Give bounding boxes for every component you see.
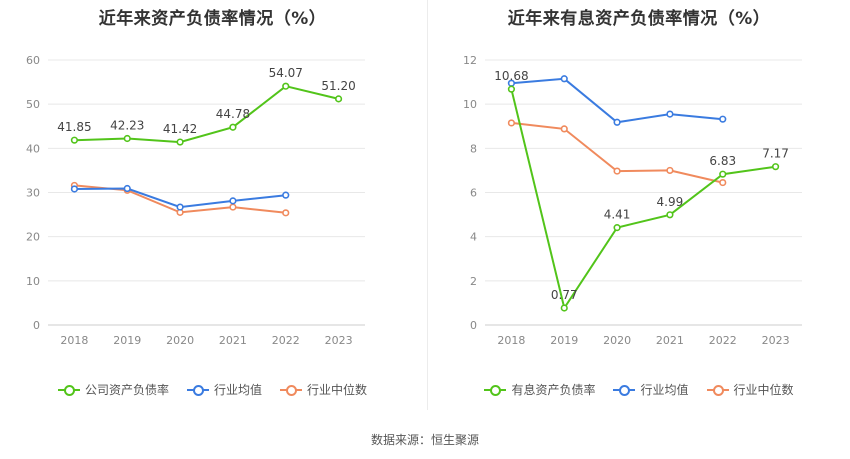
legend-item[interactable]: 行业均值 xyxy=(186,381,262,398)
data-point xyxy=(176,203,184,211)
y-tick-label: 20 xyxy=(26,231,40,244)
data-point xyxy=(229,123,237,131)
y-tick-label: 60 xyxy=(26,54,40,67)
data-point xyxy=(282,209,290,217)
y-tick-label: 10 xyxy=(463,98,477,111)
y-tick-label: 0 xyxy=(33,319,40,332)
data-point xyxy=(282,82,290,90)
data-label: 42.23 xyxy=(110,118,144,132)
chart-legend: 公司资产负债率 行业均值 行业中位数 xyxy=(0,381,425,398)
data-label: 4.99 xyxy=(657,195,684,209)
legend-label: 行业中位数 xyxy=(733,383,794,397)
legend-swatch xyxy=(280,384,302,396)
data-point xyxy=(334,95,343,103)
data-label: 6.83 xyxy=(709,154,736,168)
chart-legend: 有息资产负债率 行业均值 行业中位数 xyxy=(428,381,850,398)
y-tick-label: 10 xyxy=(26,275,40,288)
x-tick-label: 2023 xyxy=(325,334,353,347)
data-label: 4.41 xyxy=(604,208,631,222)
data-label: 41.42 xyxy=(163,122,197,136)
y-tick-label: 12 xyxy=(463,54,477,67)
data-point xyxy=(176,138,184,146)
x-tick-label: 2018 xyxy=(497,334,525,347)
x-tick-label: 2020 xyxy=(166,334,194,347)
legend-item[interactable]: 有息资产负债率 xyxy=(484,381,595,398)
data-point xyxy=(507,119,516,127)
legend-item[interactable]: 行业中位数 xyxy=(706,381,794,398)
data-point xyxy=(70,136,79,144)
data-point xyxy=(229,203,237,211)
data-point xyxy=(666,166,674,175)
legend-label: 行业均值 xyxy=(640,383,689,397)
data-point xyxy=(613,118,621,126)
data-label: 10.68 xyxy=(494,69,528,83)
panel-divider xyxy=(427,0,428,410)
series-line xyxy=(510,88,776,311)
y-tick-label: 4 xyxy=(470,231,477,244)
data-point xyxy=(70,185,79,193)
data-point xyxy=(666,110,674,118)
data-point xyxy=(613,167,621,175)
legend-swatch xyxy=(706,384,729,396)
legend-label: 公司资产负债率 xyxy=(84,383,169,397)
legend-swatch xyxy=(186,384,209,396)
data-source-note: 数据来源：恒生聚源 xyxy=(370,433,479,447)
legend-label: 行业中位数 xyxy=(307,383,368,397)
x-tick-label: 2019 xyxy=(550,334,578,347)
chart-title: 近年来有息资产负债率情况（%） xyxy=(507,9,771,29)
legend-item[interactable]: 公司资产负债率 xyxy=(57,381,169,398)
y-tick-label: 40 xyxy=(26,142,40,155)
data-point xyxy=(560,75,568,83)
data-point xyxy=(613,224,621,232)
data-point xyxy=(560,125,568,133)
data-label: 51.20 xyxy=(321,79,355,93)
data-point xyxy=(719,170,727,178)
legend-item[interactable]: 行业中位数 xyxy=(280,381,367,398)
legend-label: 有息资产负债率 xyxy=(511,383,596,397)
data-point xyxy=(507,85,516,93)
data-point xyxy=(123,134,131,143)
data-point xyxy=(123,184,131,193)
line-chart-interest-bearing: 0 2 4 6 8 10 12 2018 2019 2020 2021 2022 2023 10.68 0.… xyxy=(463,54,802,347)
data-point xyxy=(771,163,780,171)
data-point xyxy=(282,191,290,199)
data-point xyxy=(719,178,727,187)
legend-swatch xyxy=(57,384,80,396)
x-tick-label: 2021 xyxy=(656,334,684,347)
series-line xyxy=(74,85,339,144)
x-tick-label: 2020 xyxy=(603,334,631,347)
chart-panel-asset-liability: 近年来资产负债率情况（%） 0 10 20 30 40 50 60 2018 2019 2020 2… xyxy=(0,0,425,410)
data-label: 0.77 xyxy=(551,288,578,302)
x-tick-label: 2023 xyxy=(762,334,790,347)
x-tick-label: 2019 xyxy=(113,334,141,347)
chart-panel-interest-bearing: 近年来有息资产负债率情况（%） 0 2 4 6 8 10 12 2018 2019 2020 202… xyxy=(428,0,850,410)
x-tick-label: 2021 xyxy=(219,334,247,347)
y-tick-label: 6 xyxy=(470,187,477,200)
data-label: 54.07 xyxy=(269,66,303,80)
data-point xyxy=(666,211,674,219)
line-chart-asset-liability: 0 10 20 30 40 50 60 2018 2019 2020 2021 2022 2023 41.… xyxy=(26,54,365,347)
data-point xyxy=(719,115,727,123)
data-point xyxy=(229,197,237,205)
legend-swatch xyxy=(613,384,636,396)
x-tick-label: 2022 xyxy=(709,334,737,347)
data-label: 7.17 xyxy=(762,147,789,161)
y-tick-label: 30 xyxy=(26,187,40,200)
y-tick-label: 0 xyxy=(470,319,477,332)
data-point xyxy=(560,304,568,312)
x-tick-label: 2018 xyxy=(60,334,88,347)
y-tick-label: 8 xyxy=(470,142,477,155)
data-label: 41.85 xyxy=(57,120,91,134)
series-line xyxy=(511,77,723,124)
y-tick-label: 2 xyxy=(470,275,477,288)
legend-swatch xyxy=(484,384,507,396)
chart-title: 近年来资产负债率情况（%） xyxy=(98,9,327,29)
x-tick-label: 2022 xyxy=(272,334,300,347)
legend-label: 行业均值 xyxy=(213,383,262,397)
y-tick-label: 50 xyxy=(26,98,40,111)
data-label: 44.78 xyxy=(216,107,250,121)
legend-item[interactable]: 行业均值 xyxy=(613,381,689,398)
